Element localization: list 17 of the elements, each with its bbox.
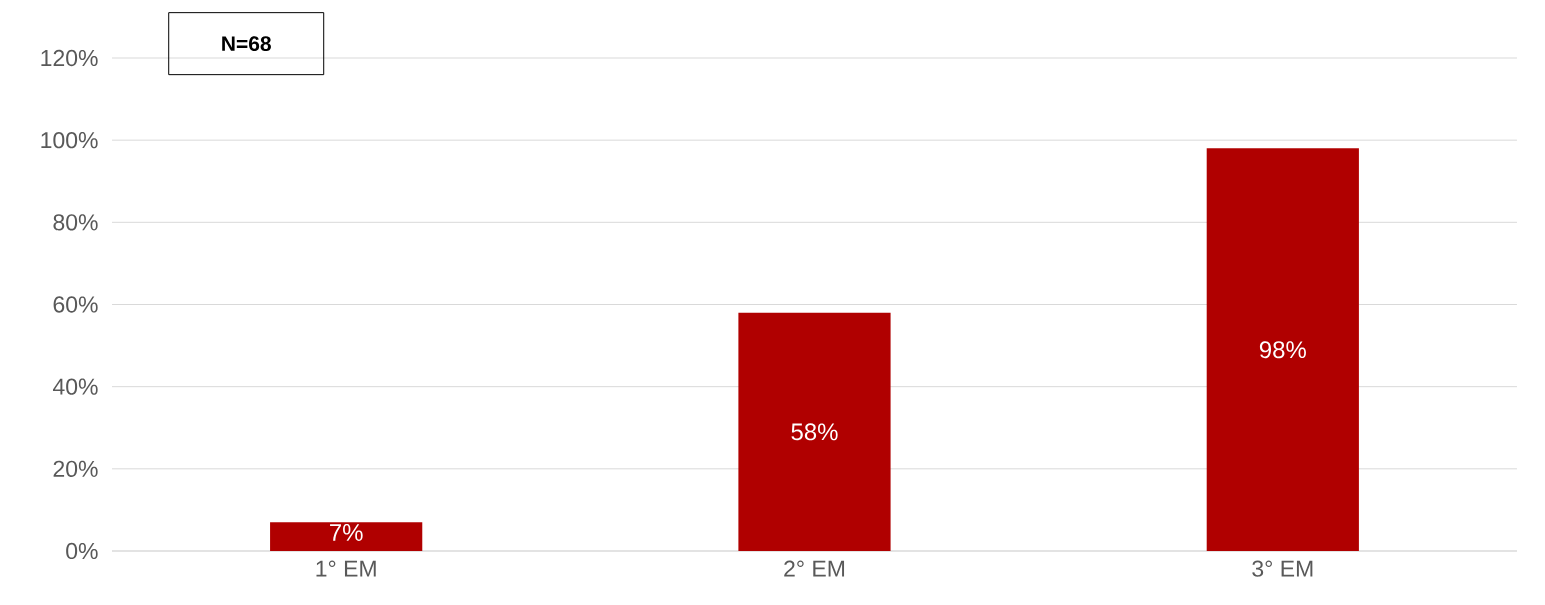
data-label: 98% bbox=[1259, 341, 1306, 359]
bar bbox=[270, 522, 423, 551]
text: N=68 bbox=[222, 36, 271, 52]
x-tick-label: 1° EM bbox=[316, 560, 376, 577]
data-label: 58% bbox=[791, 423, 838, 441]
y-tick-label: 100% bbox=[41, 132, 98, 149]
y-tick-label: 0% bbox=[66, 542, 98, 560]
x-tick-label: 3° EM bbox=[1252, 560, 1313, 577]
data-label: 7% bbox=[330, 524, 363, 541]
bar bbox=[1206, 148, 1359, 551]
y-tick-label: 60% bbox=[53, 296, 98, 313]
y-tick-label: 120% bbox=[41, 49, 98, 67]
y-tick-label: 20% bbox=[53, 460, 98, 477]
y-tick-label: 80% bbox=[53, 214, 98, 231]
y-tick-label: 40% bbox=[52, 378, 98, 395]
x-tick-label: 2° EM bbox=[784, 560, 845, 577]
bar bbox=[738, 312, 891, 551]
